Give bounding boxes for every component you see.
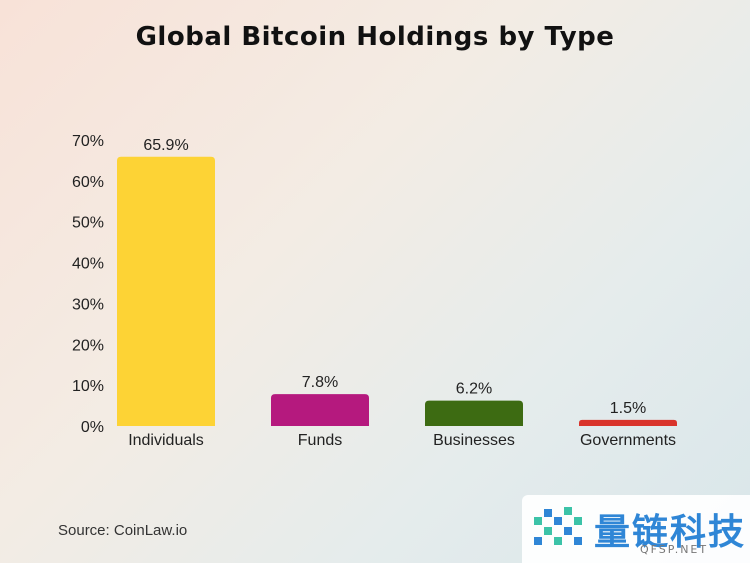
source-note: Source: CoinLaw.io xyxy=(58,522,188,539)
data-label: 6.2% xyxy=(456,381,492,398)
x-tick-label: Governments xyxy=(580,432,676,449)
bar-individuals xyxy=(117,156,215,426)
watermark-sub: QFSP.NET xyxy=(640,543,709,556)
bar-governments xyxy=(579,419,677,426)
y-tick-label: 10% xyxy=(72,378,104,395)
x-tick-label: Businesses xyxy=(433,432,515,449)
pixel-logo-icon xyxy=(534,507,582,545)
bars xyxy=(117,156,677,426)
data-label: 65.9% xyxy=(143,137,188,154)
y-tick-label: 30% xyxy=(72,296,104,313)
x-tick-label: Individuals xyxy=(128,432,204,449)
data-label: 7.8% xyxy=(302,374,338,391)
y-tick-label: 60% xyxy=(72,174,104,191)
data-label: 1.5% xyxy=(610,400,646,417)
x-axis-categories: Individuals Funds Businesses Governments xyxy=(128,432,676,449)
bar-funds xyxy=(271,394,369,426)
data-labels: 65.9% 7.8% 6.2% 1.5% xyxy=(143,137,646,417)
y-tick-label: 40% xyxy=(72,256,104,273)
y-tick-label: 70% xyxy=(72,133,104,150)
y-tick-label: 0% xyxy=(81,419,104,436)
y-axis-ticks: 0% 10% 20% 30% 40% 50% 60% 70% xyxy=(72,133,104,436)
watermark: 量链科技 QFSP.NET xyxy=(522,495,750,563)
chart-title: Global Bitcoin Holdings by Type xyxy=(135,22,615,52)
bar-businesses xyxy=(425,400,523,426)
watermark-text: 量链科技 xyxy=(594,512,747,553)
x-tick-label: Funds xyxy=(298,432,342,449)
y-tick-label: 20% xyxy=(72,337,104,354)
y-tick-label: 50% xyxy=(72,215,104,232)
